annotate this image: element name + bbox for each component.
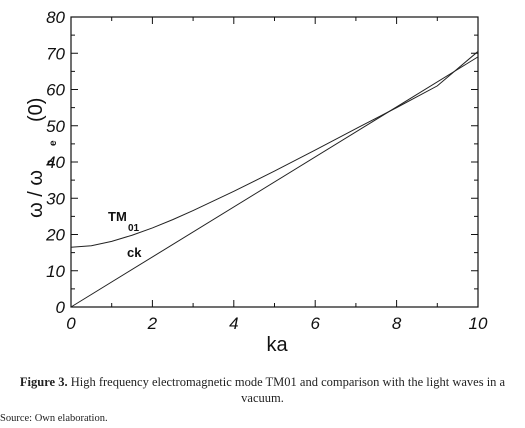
plot-axes	[70, 16, 479, 308]
annotation-tm: TM	[108, 209, 127, 224]
series-line-tm01	[70, 51, 479, 248]
y-tick-label: 50	[46, 117, 65, 136]
y-tick-label: 0	[56, 298, 66, 317]
x-tick-labels: 0 2 4 6 8 10	[66, 314, 488, 333]
x-tick-label: 10	[469, 314, 488, 333]
figure-caption: Figure 3. High frequency electromagnetic…	[0, 374, 525, 406]
x-tick-label: 6	[310, 314, 320, 333]
y-tick-label: 10	[46, 262, 65, 281]
y-tick-label: 70	[46, 44, 65, 63]
x-axis-label: ka	[266, 334, 288, 356]
x-tick-label: 0	[66, 314, 76, 333]
y-axis-label-subsub: e	[48, 140, 59, 146]
y-axis-label-tail: (0)	[25, 98, 47, 122]
series-lines	[70, 51, 479, 308]
caption-label: Figure 3.	[19, 375, 68, 389]
y-tick-label: 80	[46, 8, 65, 27]
y-tick-labels: 0 10 20 30 40 50 60 70 80	[45, 8, 65, 317]
plot-frame	[70, 16, 479, 308]
y-axis-label: ω / ω p e (0)	[25, 98, 59, 218]
y-axis-label-main: ω / ω	[25, 170, 47, 218]
y-tick-label: 60	[46, 81, 65, 100]
x-tick-label: 2	[147, 314, 158, 333]
series-line-ck	[70, 56, 479, 308]
y-tick-label: 30	[46, 189, 65, 208]
annotation-tm-subscript: 01	[128, 223, 140, 234]
axis-ticks	[70, 16, 479, 308]
y-tick-label: 40	[46, 153, 65, 172]
x-tick-label: 8	[392, 314, 402, 333]
y-axis-label-sub: p	[45, 160, 56, 166]
caption-text: High frequency electromagnetic mode TM01…	[70, 375, 506, 405]
figure-source: Source: Own elaboration.	[0, 413, 108, 424]
annotation-ck: ck	[127, 245, 142, 260]
x-tick-label: 4	[229, 314, 238, 333]
y-tick-label: 20	[45, 226, 65, 245]
